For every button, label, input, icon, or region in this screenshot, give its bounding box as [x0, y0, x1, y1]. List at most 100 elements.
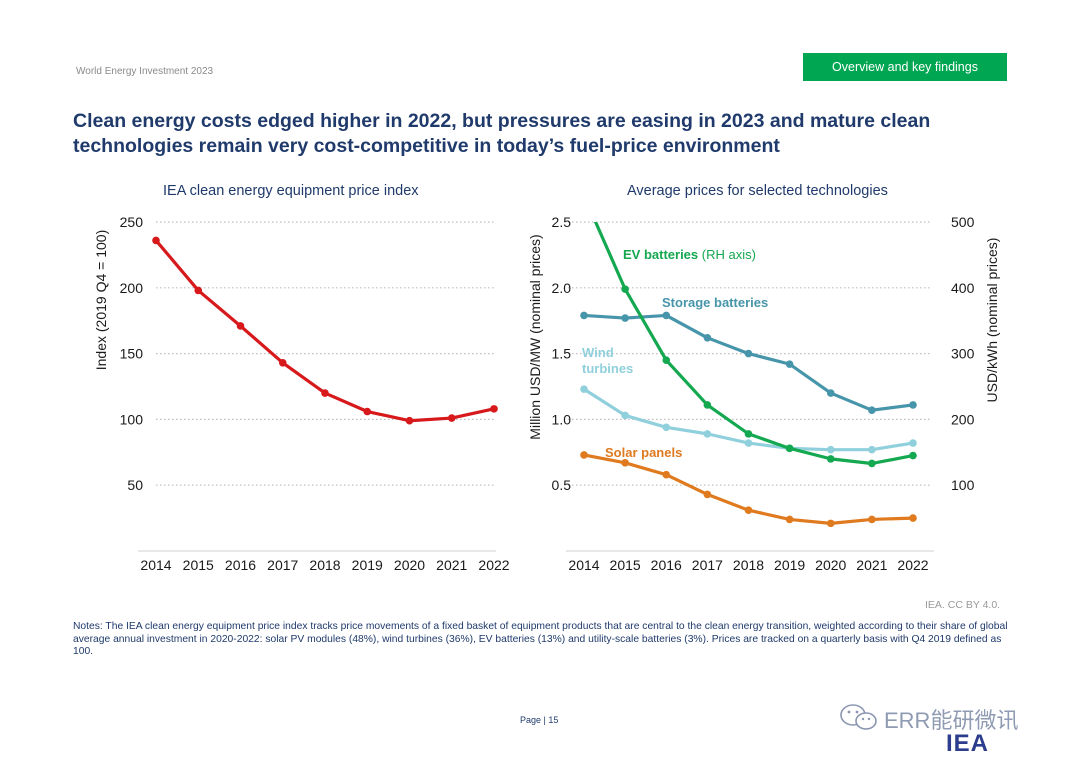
- watermark-text: ERR能研微讯: [884, 708, 1019, 733]
- iea-logo: IEA: [946, 730, 990, 757]
- storage-batteries-point: [621, 314, 629, 322]
- right-x-tick-label: 2015: [610, 557, 641, 573]
- right-x-tick-label: 2016: [651, 557, 682, 573]
- left-x-tick-label: 2018: [309, 557, 340, 573]
- right-left-y-tick-label: 1.5: [552, 346, 572, 362]
- notes-text: Notes: The IEA clean energy equipment pr…: [73, 621, 1008, 658]
- wind-turbines-point: [909, 439, 917, 447]
- solar-panels-point: [909, 514, 917, 522]
- price-index-point: [447, 414, 456, 422]
- right-right-y-tick-label: 500: [951, 214, 975, 230]
- left-x-tick-label: 2020: [394, 557, 425, 573]
- right-x-tick-label: 2021: [856, 557, 887, 573]
- ev-batteries-point: [826, 455, 835, 463]
- ev-batteries-point: [744, 430, 753, 438]
- ev-batteries-point: [785, 444, 794, 453]
- wind-turbines-point: [580, 385, 588, 393]
- left-x-tick-label: 2016: [225, 557, 256, 573]
- storage-batteries-point: [826, 389, 835, 397]
- right-left-y-tick-label: 1.0: [552, 411, 572, 427]
- price-index-point: [152, 236, 160, 245]
- price-index-point: [490, 405, 498, 413]
- right-left-y-tick-label: 2.5: [552, 214, 572, 230]
- solar-panels-point: [662, 470, 671, 479]
- left-y-tick-label: 250: [120, 214, 144, 230]
- left-chart: 50 100 150 200 250 2014 2015 2016 2017 2018 2019 20…: [93, 214, 510, 573]
- ev-batteries-label-suffix: (RH axis): [698, 247, 756, 262]
- left-y-tick-label: 150: [120, 346, 144, 362]
- right-x-tick-label: 2017: [692, 557, 723, 573]
- right-left-y-tick-label: 2.0: [552, 280, 572, 296]
- right-left-y-axis-label: Million USD/MW (nominal prices): [527, 234, 543, 439]
- ev-batteries-point: [662, 356, 671, 364]
- left-x-tick-label: 2021: [436, 557, 467, 573]
- ev-batteries-point: [909, 451, 917, 460]
- solar-panels-point: [621, 459, 629, 467]
- right-x-tick-label: 2020: [815, 557, 846, 573]
- section-tag[interactable]: Overview and key findings: [803, 53, 1007, 81]
- left-x-tick-label: 2014: [140, 557, 171, 573]
- left-x-tick-label: 2022: [478, 557, 509, 573]
- title-line-1: Clean energy costs edged higher in 2022,…: [73, 110, 931, 132]
- ev-batteries-point: [703, 401, 712, 409]
- solar-panels-point: [826, 519, 835, 528]
- left-y-tick-label: 100: [120, 411, 144, 427]
- price-index-point: [363, 407, 372, 416]
- left-x-tick-label: 2017: [267, 557, 298, 573]
- left-chart-title: IEA clean energy equipment price index: [163, 183, 419, 199]
- solar-panels-point: [785, 515, 794, 524]
- right-x-tick-label: 2019: [774, 557, 805, 573]
- ev-batteries-point: [868, 459, 876, 468]
- report-name: World Energy Investment 2023: [76, 66, 214, 77]
- right-right-y-tick-label: 300: [951, 346, 975, 362]
- right-x-tick-label: 2018: [733, 557, 764, 573]
- storage-batteries-point: [785, 360, 794, 368]
- storage-batteries-point: [744, 349, 753, 358]
- storage-batteries-label: Storage batteries: [662, 295, 768, 310]
- wind-turbines-label-line1: Wind: [582, 345, 614, 360]
- storage-batteries-point: [580, 311, 588, 320]
- solar-panels-point: [703, 490, 712, 499]
- price-index-point: [278, 359, 287, 367]
- wind-turbines-point: [868, 445, 876, 454]
- left-x-tick-label: 2015: [183, 557, 214, 573]
- wind-turbines-point: [662, 423, 671, 432]
- left-y-axis-label: Index (2019 Q4 = 100): [93, 230, 109, 371]
- wind-turbines-label-line2: turbines: [582, 361, 633, 376]
- price-index-point: [236, 322, 245, 330]
- solar-panels-label: Solar panels: [605, 445, 682, 460]
- wind-turbines-point: [621, 411, 629, 420]
- right-x-tick-label: 2022: [897, 557, 928, 573]
- solar-panels-point: [580, 451, 588, 459]
- left-y-tick-label: 50: [127, 477, 143, 493]
- left-x-tick-label: 2019: [352, 557, 383, 573]
- source-credit: IEA. CC BY 4.0.: [925, 599, 1001, 611]
- wechat-icon: [840, 704, 877, 730]
- ev-batteries-point: [621, 285, 629, 293]
- storage-batteries-point: [868, 406, 876, 414]
- ev-batteries-line: [593, 222, 914, 466]
- right-left-y-tick-label: 0.5: [552, 477, 572, 493]
- right-x-tick-label: 2014: [568, 557, 599, 573]
- ev-batteries-label-name: EV batteries: [623, 247, 698, 262]
- storage-batteries-point: [703, 334, 712, 342]
- right-right-y-tick-label: 100: [951, 477, 975, 493]
- right-chart: 0.5 1.0 1.5 2.0 2.5 100 200 300 400 500 2014 2015 20…: [527, 214, 1000, 573]
- right-right-y-axis-label: USD/kWh (nominal prices): [984, 238, 1000, 403]
- storage-batteries-point: [662, 311, 671, 320]
- title-line-2: technologies remain very cost-competitiv…: [73, 135, 780, 157]
- page-number: Page | 15: [520, 715, 559, 725]
- left-y-tick-label: 200: [120, 280, 144, 296]
- right-chart-title: Average prices for selected technologies: [627, 183, 888, 199]
- solar-panels-point: [744, 506, 753, 515]
- right-right-y-tick-label: 200: [951, 411, 975, 427]
- wind-turbines-point: [744, 439, 753, 447]
- storage-batteries-point: [909, 401, 917, 409]
- page-title: Clean energy costs edged higher in 2022,…: [73, 109, 1003, 159]
- right-right-y-tick-label: 400: [951, 280, 975, 296]
- solar-panels-point: [868, 515, 876, 524]
- storage-batteries-line: [583, 313, 914, 412]
- price-index-point: [405, 416, 414, 425]
- price-index-point: [194, 286, 203, 295]
